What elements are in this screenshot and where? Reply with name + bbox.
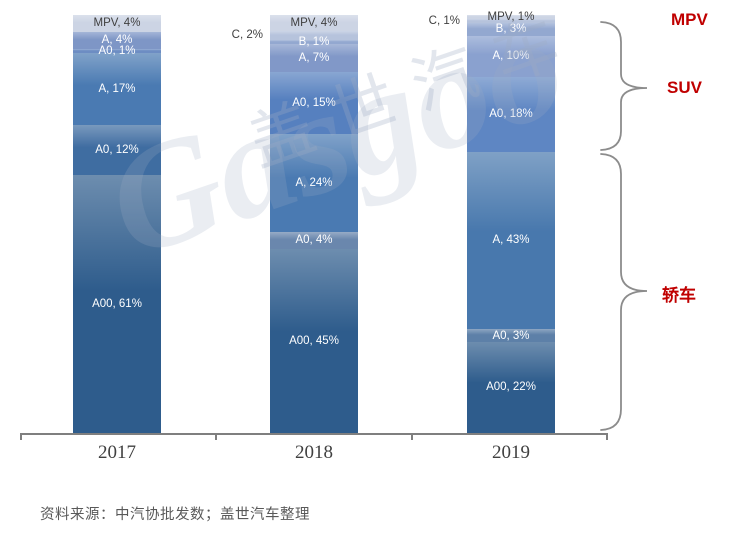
segment-label: A0, 12% [95, 144, 139, 157]
bar-segment-2018-B: B, 1% [270, 36, 358, 48]
segment-label: MPV, 4% [93, 17, 141, 30]
x-axis-tick-1 [215, 433, 217, 440]
x-axis [20, 433, 607, 435]
bar-segment-2017-A0: A0, 12% [73, 124, 161, 176]
bar-segment-2018-C [270, 31, 358, 40]
segment-label: A0, 3% [492, 329, 530, 342]
segment-label: A, 10% [492, 50, 530, 63]
x-axis-label-2018: 2018 [295, 442, 333, 463]
bar-segment-2018-A00: A00, 45% [270, 248, 358, 433]
bar-segment-2019-C [467, 19, 555, 24]
x-axis-tick-3 [606, 433, 608, 440]
x-axis-label-2017: 2017 [98, 442, 136, 463]
outside-data-label: C, 1% [428, 15, 460, 28]
bar-segment-2019-A: A, 43% [467, 151, 555, 330]
bar-segment-2018-A0: A0, 4% [270, 232, 358, 249]
segment-label: A, 43% [492, 234, 530, 247]
bar-2018: MPV, 4% C, 2% B, 1% A, 7% A0, 15% A, 24% A0, 4… [232, 15, 358, 433]
bar-segment-2019-A: A, 10% [467, 35, 555, 78]
group-label-mpv: MPV [671, 10, 708, 29]
bar-segment-2019-MPV: MPV, 1% [467, 11, 555, 23]
bar-segment-2018-MPV: MPV, 4% [270, 15, 358, 32]
segment-label: A00, 45% [289, 334, 339, 347]
group-label-sedan: 轿车 [662, 286, 696, 305]
bar-2017: MPV, 4% A, 4% A0, 1% A, 17% A0, 12% A00, 61% [73, 15, 161, 433]
bar-segment-2017-A: A, 4% [73, 31, 161, 49]
segment-label: A00, 61% [92, 298, 142, 311]
bar-segment-2019-B: B, 3% [467, 23, 555, 36]
x-axis-label-2019: 2019 [492, 442, 530, 463]
segment-label: MPV, 4% [290, 17, 338, 30]
bar-segment-2019-A0: A0, 18% [467, 77, 555, 152]
bar-2019: MPV, 1% C, 1% B, 3% A, 10% A0, 18% A, 43% A0, … [429, 11, 555, 433]
bar-segment-2017-A00: A00, 61% [73, 175, 161, 433]
bar-segment-2017-A: A, 17% [73, 52, 161, 125]
bar-segment-2017-MPV: MPV, 4% [73, 15, 161, 32]
segment-label: B, 1% [298, 35, 330, 48]
bar-segment-2018-A0: A0, 15% [270, 72, 358, 134]
segment-label: A0, 18% [489, 108, 533, 121]
bar-segment-2017-A0: A0, 1% [73, 45, 161, 57]
segment-label: A0, 15% [292, 97, 336, 110]
segment-label: A0, 1% [98, 44, 136, 57]
x-axis-tick-0 [20, 433, 22, 440]
segment-label: A0, 4% [295, 234, 333, 247]
segment-label: A, 17% [98, 82, 136, 95]
bar-segment-2018-A: A, 7% [270, 43, 358, 73]
x-axis-tick-2 [411, 433, 413, 440]
bar-segment-2019-A0: A0, 3% [467, 329, 555, 342]
bar-segment-2019-A00: A00, 22% [467, 341, 555, 433]
segment-label: A, 7% [298, 52, 330, 64]
segment-label: A, 24% [295, 176, 333, 189]
bar-segment-2018-A: A, 24% [270, 133, 358, 233]
segment-label: B, 3% [495, 23, 527, 36]
outside-data-label: C, 2% [231, 29, 263, 42]
segment-label: A, 4% [101, 34, 133, 47]
group-label-suv: SUV [667, 78, 702, 97]
segment-label: MPV, 1% [487, 11, 535, 24]
source-note: 资料来源：中汽协批发数；盖世汽车整理 [40, 507, 310, 523]
segment-label: A00, 22% [486, 381, 536, 394]
